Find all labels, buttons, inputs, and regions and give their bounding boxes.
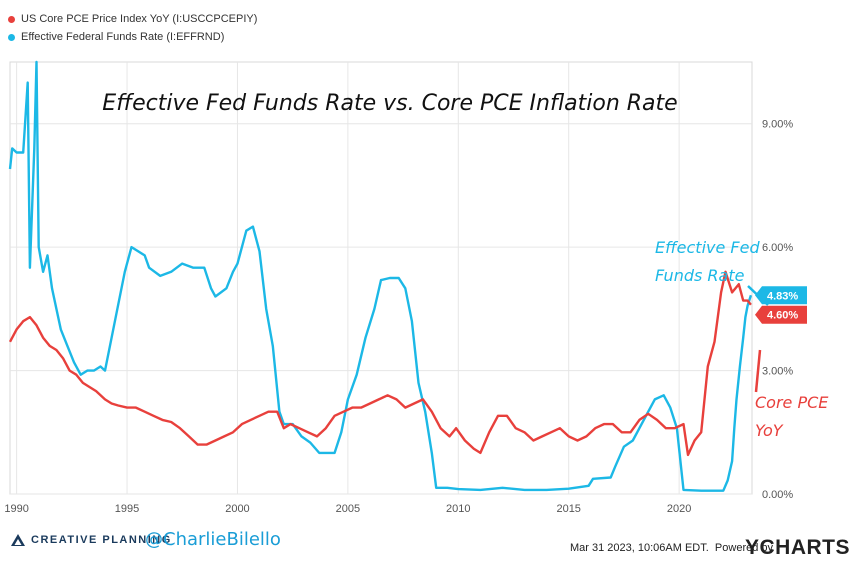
ffr-legend-dot bbox=[8, 33, 15, 41]
powered-by-text: Powered by bbox=[714, 542, 774, 554]
ffr-legend-label: Effective Federal Funds Rate (I:EFFRND) bbox=[21, 31, 225, 43]
ffr-series-line bbox=[8, 60, 753, 492]
creative-planning-icon bbox=[11, 534, 25, 546]
creative-planning-text: CREATIVE PLANNING bbox=[31, 534, 172, 546]
timestamp-text: Mar 31 2023, 10:06AM EDT. bbox=[570, 542, 709, 554]
pce-last-value-text: 4.60% bbox=[767, 310, 798, 322]
x-tick-label: 2010 bbox=[446, 503, 470, 515]
y-tick-label: 6.00% bbox=[762, 242, 793, 254]
line-chart: 0.00% 3.00% 6.00% 9.00% 1990 1995 2000 2005 2010… bbox=[4, 60, 829, 515]
pce-legend-dot bbox=[8, 15, 15, 23]
pce-annotation-line1: Core PCE bbox=[755, 393, 829, 412]
pce-legend-label: US Core PCE Price Index YoY (I:USCCPCEPI… bbox=[21, 13, 258, 25]
timestamp: Mar 31 2023, 10:06AM EDT. Powered by bbox=[570, 542, 773, 554]
ffr-last-value-badge bbox=[755, 286, 807, 305]
y-tick-label: 0.00% bbox=[762, 489, 793, 501]
ffr-last-value-text: 4.83% bbox=[767, 290, 798, 302]
x-tick-label: 1995 bbox=[115, 503, 139, 515]
y-tick-label: 3.00% bbox=[762, 366, 793, 378]
x-tick-label: 2020 bbox=[667, 503, 691, 515]
legend-item-pce[interactable]: US Core PCE Price Index YoY (I:USCCPCEPI… bbox=[8, 10, 257, 28]
x-tick-label: 2000 bbox=[225, 503, 249, 515]
creative-planning-logo: CREATIVE PLANNING bbox=[10, 533, 172, 547]
ffr-annotation-line2: Funds Rate bbox=[655, 266, 745, 285]
pce-annotation-line2: YoY bbox=[755, 421, 784, 440]
plot-frame bbox=[9, 61, 753, 495]
x-tick-label: 2005 bbox=[336, 503, 360, 515]
ffr-annotation-line1: Effective Fed bbox=[655, 238, 760, 257]
ycharts-logo: YCHARTS bbox=[745, 536, 850, 559]
pce-annotation-arrow bbox=[754, 349, 762, 393]
author-handle: @CharlieBilello bbox=[145, 529, 281, 550]
chart-title: Effective Fed Funds Rate vs. Core PCE In… bbox=[102, 91, 677, 116]
legend-item-ffr[interactable]: Effective Federal Funds Rate (I:EFFRND) bbox=[8, 28, 257, 46]
y-tick-label: 9.00% bbox=[762, 119, 793, 131]
pce-series-line bbox=[8, 270, 752, 457]
chart-legend: US Core PCE Price Index YoY (I:USCCPCEPI… bbox=[8, 10, 257, 46]
pce-last-value-badge bbox=[755, 305, 807, 324]
x-tick-label: 2015 bbox=[556, 503, 580, 515]
x-tick-label: 1990 bbox=[4, 503, 28, 515]
